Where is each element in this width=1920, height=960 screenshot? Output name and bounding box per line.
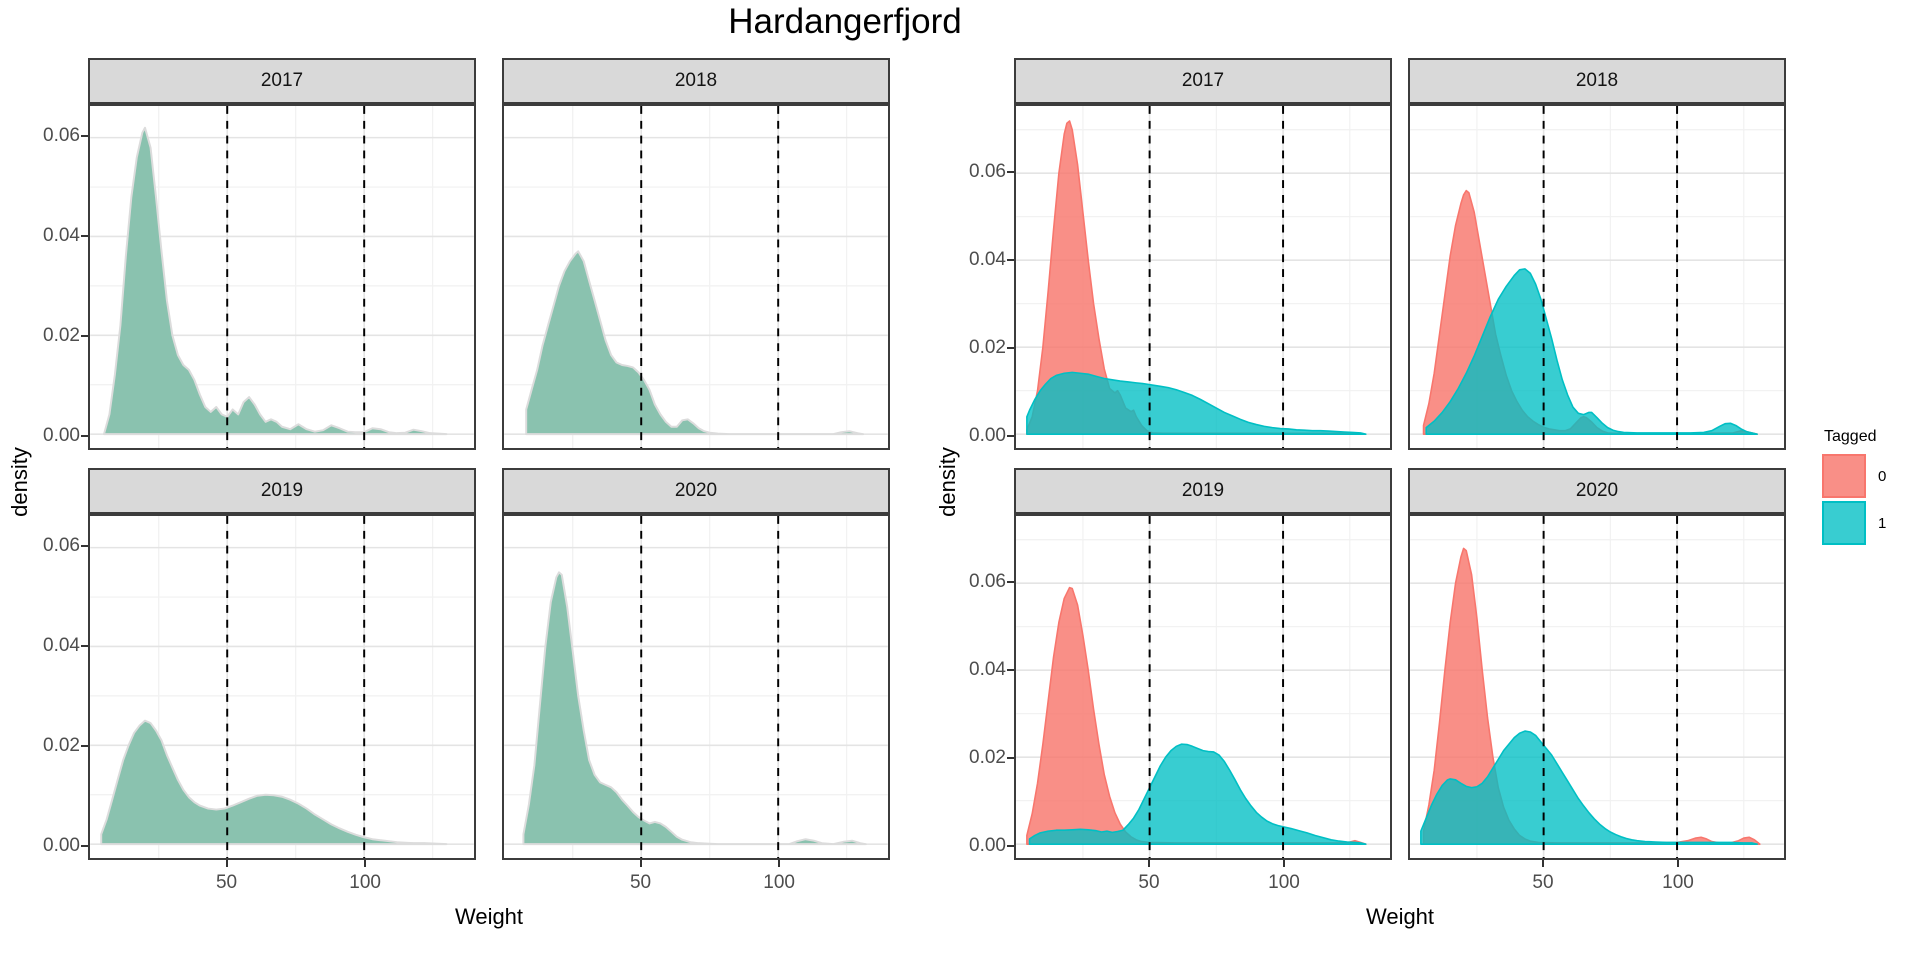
y-tick-mark bbox=[81, 135, 88, 137]
facet-strip: 2017 bbox=[88, 58, 476, 104]
facet-strip-label: 2018 bbox=[674, 70, 718, 91]
facet-strip-label: 2019 bbox=[260, 480, 304, 501]
x-tick-label: 100 bbox=[1662, 872, 1694, 893]
facet-strip: 2019 bbox=[88, 468, 476, 514]
legend-title: Tagged bbox=[1824, 428, 1877, 445]
x-tick-label: 50 bbox=[1138, 872, 1160, 893]
facet-strip: 2018 bbox=[502, 58, 890, 104]
axis-title-x: Weight bbox=[454, 904, 524, 929]
y-tick-mark bbox=[81, 845, 88, 847]
facet-strip-label: 2019 bbox=[1181, 480, 1225, 501]
facet-panel bbox=[502, 514, 890, 860]
density-area-1 bbox=[1425, 268, 1758, 435]
y-tick-mark bbox=[1007, 581, 1014, 583]
y-tick-label: 0.00 bbox=[43, 425, 80, 446]
y-tick-label: 0.00 bbox=[43, 835, 80, 856]
x-tick-label: 100 bbox=[349, 872, 381, 893]
facet-strip-label: 2020 bbox=[674, 480, 718, 501]
x-tick-mark bbox=[364, 860, 367, 867]
y-tick-label: 0.06 bbox=[43, 125, 80, 146]
y-tick-mark bbox=[1007, 171, 1014, 173]
facet-panel bbox=[502, 104, 890, 450]
y-tick-label: 0.06 bbox=[969, 571, 1006, 592]
x-tick-mark bbox=[1542, 860, 1544, 867]
y-tick-label: 0.02 bbox=[43, 325, 80, 346]
y-tick-mark bbox=[81, 545, 88, 547]
y-tick-label: 0.06 bbox=[43, 535, 80, 556]
axis-title-x: Weight bbox=[1365, 904, 1435, 929]
density-area-all bbox=[102, 126, 448, 436]
y-tick-mark bbox=[81, 335, 88, 337]
facet-strip: 2017 bbox=[1014, 58, 1392, 104]
y-tick-mark bbox=[1007, 669, 1014, 671]
legend-swatch-1 bbox=[1822, 501, 1866, 545]
y-tick-mark bbox=[1007, 347, 1014, 349]
y-tick-mark bbox=[1007, 435, 1014, 437]
x-tick-mark bbox=[1677, 860, 1679, 867]
y-tick-label: 0.04 bbox=[969, 659, 1006, 680]
x-tick-label: 50 bbox=[629, 872, 652, 893]
density-area-1 bbox=[1028, 743, 1367, 845]
facet-panel bbox=[88, 514, 476, 860]
density-area-1 bbox=[1026, 371, 1367, 435]
y-tick-label: 0.00 bbox=[969, 425, 1006, 446]
facet-strip-label: 2018 bbox=[1575, 70, 1619, 91]
y-tick-label: 0.04 bbox=[969, 249, 1006, 270]
facet-panel bbox=[1408, 104, 1786, 450]
x-tick-label: 100 bbox=[763, 872, 795, 893]
facet-strip: 2019 bbox=[1014, 468, 1392, 514]
facet-panel bbox=[88, 104, 476, 450]
density-area-all bbox=[522, 571, 867, 846]
y-tick-mark bbox=[1007, 845, 1014, 847]
x-tick-mark bbox=[1148, 860, 1150, 867]
x-tick-label: 50 bbox=[1532, 872, 1554, 893]
x-tick-mark bbox=[639, 860, 642, 867]
facet-panel bbox=[1014, 514, 1392, 860]
y-tick-mark bbox=[81, 745, 88, 747]
y-tick-mark bbox=[81, 645, 88, 647]
legend-swatch-0 bbox=[1822, 454, 1866, 498]
x-tick-mark bbox=[1283, 860, 1285, 867]
figure-title: Hardangerfjord bbox=[728, 2, 962, 41]
y-tick-label: 0.00 bbox=[969, 835, 1006, 856]
y-tick-label: 0.04 bbox=[43, 225, 80, 246]
facet-panel bbox=[1408, 514, 1786, 860]
legend-item: 0 bbox=[1822, 454, 1886, 498]
y-tick-label: 0.02 bbox=[43, 735, 80, 756]
axis-title-y: density bbox=[7, 447, 32, 517]
x-tick-mark bbox=[225, 860, 228, 867]
y-tick-label: 0.02 bbox=[969, 337, 1006, 358]
facet-strip: 2020 bbox=[502, 468, 890, 514]
facet-strip-label: 2017 bbox=[1181, 70, 1225, 91]
y-tick-mark bbox=[1007, 259, 1014, 261]
y-tick-label: 0.04 bbox=[43, 635, 80, 656]
facet-panel bbox=[1014, 104, 1392, 450]
y-tick-label: 0.02 bbox=[969, 747, 1006, 768]
y-tick-mark bbox=[1007, 757, 1014, 759]
facet-strip: 2018 bbox=[1408, 58, 1786, 104]
facet-strip-label: 2017 bbox=[260, 70, 304, 91]
legend-label: 0 bbox=[1878, 467, 1887, 485]
facet-strip: 2020 bbox=[1408, 468, 1786, 514]
density-area-all bbox=[525, 250, 865, 436]
legend-label: 1 bbox=[1878, 514, 1887, 532]
density-area-all bbox=[100, 719, 448, 846]
y-tick-label: 0.06 bbox=[969, 161, 1006, 182]
facet-strip-label: 2020 bbox=[1575, 480, 1619, 501]
legend-item: 1 bbox=[1822, 501, 1886, 545]
x-tick-label: 100 bbox=[1268, 872, 1300, 893]
axis-title-y: density bbox=[935, 447, 960, 517]
x-tick-label: 50 bbox=[215, 872, 238, 893]
y-tick-mark bbox=[81, 435, 88, 437]
x-tick-mark bbox=[778, 860, 781, 867]
y-tick-mark bbox=[81, 235, 88, 237]
